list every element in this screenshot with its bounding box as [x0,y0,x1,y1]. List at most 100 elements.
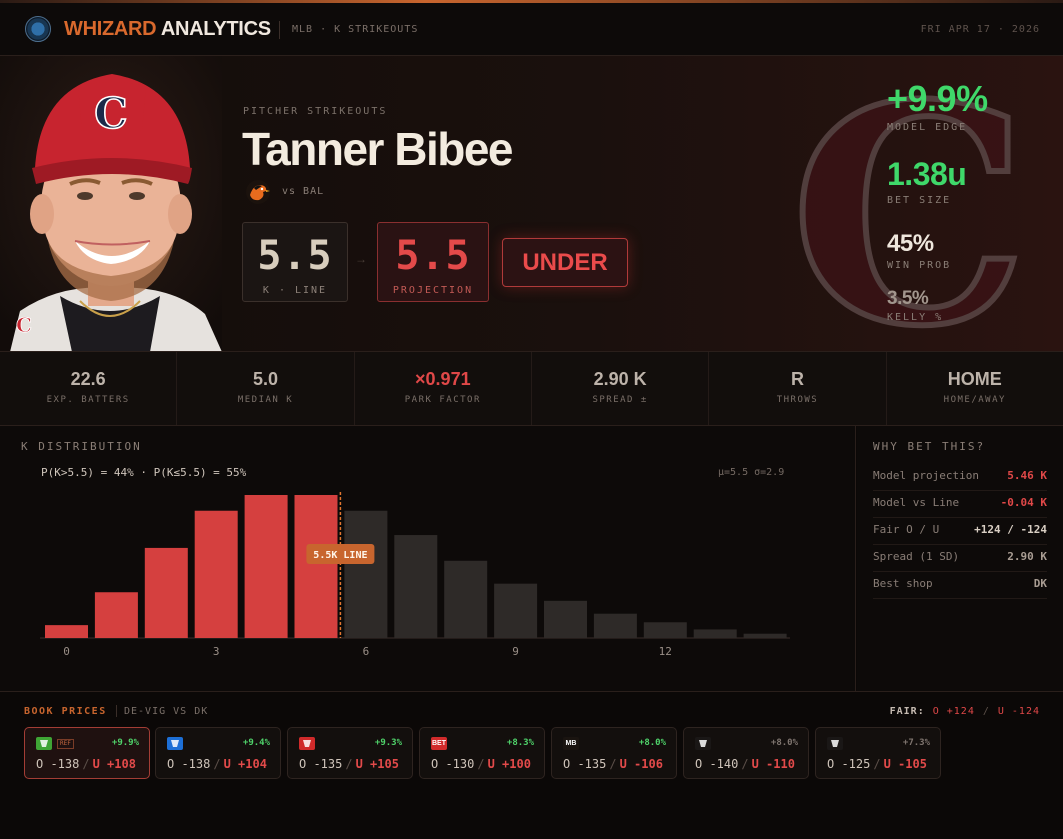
odds-separator: / [873,757,881,771]
odds-separator: / [213,757,221,771]
win-prob: 45% WIN PROB [887,230,952,271]
over-odds: O -138 [167,757,211,771]
opponent: vs BAL [282,186,325,197]
why-row: Fair O / U +124 / -124 [873,518,1047,545]
stat-park-factor: ×0.971 PARK FACTOR [355,352,532,425]
why-title: WHY BET THIS? [873,440,986,453]
divider [116,705,117,717]
x-tick-label: 3 [213,645,220,658]
book-edge: +8.3% [506,738,534,748]
x-tick-label: 12 [659,645,672,658]
stat-throws: R THROWS [709,352,887,425]
dk-icon [36,737,52,750]
under-odds: U +100 [487,757,531,771]
book-edge: +9.3% [374,738,402,748]
over-odds: O -125 [827,757,871,771]
book-edge: +9.4% [242,738,270,748]
k-distribution-chart: 0 3 6 9 12 5.5K LINE [40,492,790,658]
divider [279,21,280,39]
orioles-bird-icon [246,180,270,204]
bar-k-10 [544,600,587,638]
under-odds: U +105 [355,757,399,771]
odds-separator: / [345,757,353,771]
book-card[interactable]: +9.3% O -135/U +105 [287,727,413,779]
svg-text:C: C [94,89,127,138]
book-edge: +9.9% [111,738,139,748]
book-odds: O -140/U -110 [695,757,795,771]
market-type: PITCHER STRIKEOUTS [243,106,388,117]
why-bet-panel: WHY BET THIS? Model projection 5.46 K Mod… [857,426,1063,691]
brand[interactable]: WHIZARD ANALYTICS [64,18,271,40]
line-label: K · LINE [262,285,328,296]
distribution-title: K DISTRIBUTION [21,440,142,453]
stat-strip: 22.6 EXP. BATTERS 5.0 MEDIAN K ×0.971 PARK … [0,352,1063,426]
player-name: Tanner Bibee [242,123,514,175]
x-tick-label: 0 [63,645,70,658]
odds-separator: / [741,757,749,771]
x-tick-label: 6 [363,645,370,658]
caesars-icon [695,737,711,750]
book-card[interactable]: BET +8.3% O -130/U +100 [419,727,545,779]
over-odds: O -138 [36,757,80,771]
line-value: 5.5 [257,233,333,279]
book-prices-title: BOOK PRICES [24,706,107,717]
mu-sigma: μ=5.5 σ=2.9 [718,467,785,478]
why-row: Model projection 5.46 K [873,464,1047,491]
under-odds: U -110 [751,757,795,771]
line-marker-label: 5.5K LINE [313,550,367,561]
book-card[interactable]: MB +8.0% O -135/U -106 [551,727,677,779]
why-row: Model vs Line -0.04 K [873,491,1047,518]
accent-line [0,0,1063,3]
odds-separator: / [82,757,90,771]
book-card[interactable]: +8.0% O -140/U -110 [683,727,809,779]
book-card[interactable]: REF +9.9% O -138/U +108 [24,727,150,779]
bar-k-8 [444,560,488,638]
bar-k-1 [94,592,138,638]
hero-panel: C C C PITCHER STRIKEOUTS Tanner Bibee vs… [0,56,1063,352]
book-odds: O -135/U +105 [299,757,399,771]
player-photo: C C [0,56,222,351]
model-edge: +9.9% MODEL EDGE [887,78,988,133]
why-row: Best shop DK [873,572,1047,599]
breadcrumb: MLB · K STRIKEOUTS [292,24,419,35]
projection-label: PROJECTION [392,285,474,296]
odds-separator: / [609,757,617,771]
book-edge: +7.3% [902,738,930,748]
book-odds: O -138/U +108 [36,757,136,771]
line-box: 5.5 K · LINE [242,222,348,302]
book-edge: +8.0% [770,738,798,748]
why-row: Spread (1 SD) 2.90 K [873,545,1047,572]
date: FRI APR 17 · 2026 [920,24,1040,35]
bar-k-11 [593,613,637,638]
projection-box: 5.5 PROJECTION [377,222,489,302]
under-odds: U -105 [883,757,927,771]
top-bar: WHIZARD ANALYTICS MLB · K STRIKEOUTS FRI… [0,3,1063,56]
book-prices-subtitle: DE-VIG VS DK [124,706,209,717]
fair-odds: FAIR: O +124/U -124 [889,706,1040,717]
projection-value: 5.5 [395,233,471,279]
probability-text: P(K>5.5) = 44% · P(K≤5.5) = 55% [41,466,247,479]
logo-icon[interactable] [25,16,51,42]
book-card[interactable]: +9.4% O -138/U +104 [155,727,281,779]
stat-home-away: HOME HOME/AWAY [943,369,1006,405]
bar-k-2 [144,547,188,638]
book-odds: O -135/U -106 [563,757,663,771]
svg-text:C: C [16,313,32,337]
over-odds: O -135 [299,757,343,771]
betr-icon: BET [431,737,447,750]
ref-badge: REF [57,739,74,749]
k-distribution-panel: 0 3 6 9 12 5.5K LINE K DISTRIBUTION P(K>5.5) … [0,426,856,691]
bar-k-0 [45,625,88,638]
under-odds: U -106 [619,757,663,771]
book-odds: O -130/U +100 [431,757,531,771]
pick-badge[interactable]: UNDER [502,238,628,287]
book-card[interactable]: +7.3% O -125/U -105 [815,727,941,779]
arrow-right-icon: → [355,252,367,266]
odds-separator: / [477,757,485,771]
stat-exp-batters: 22.6 EXP. BATTERS [0,352,178,425]
bar-k-12 [643,622,687,638]
over-odds: O -130 [431,757,475,771]
bar-k-4 [244,495,288,638]
bar-k-3 [194,510,238,638]
team-logo-watermark: C [787,56,1032,352]
